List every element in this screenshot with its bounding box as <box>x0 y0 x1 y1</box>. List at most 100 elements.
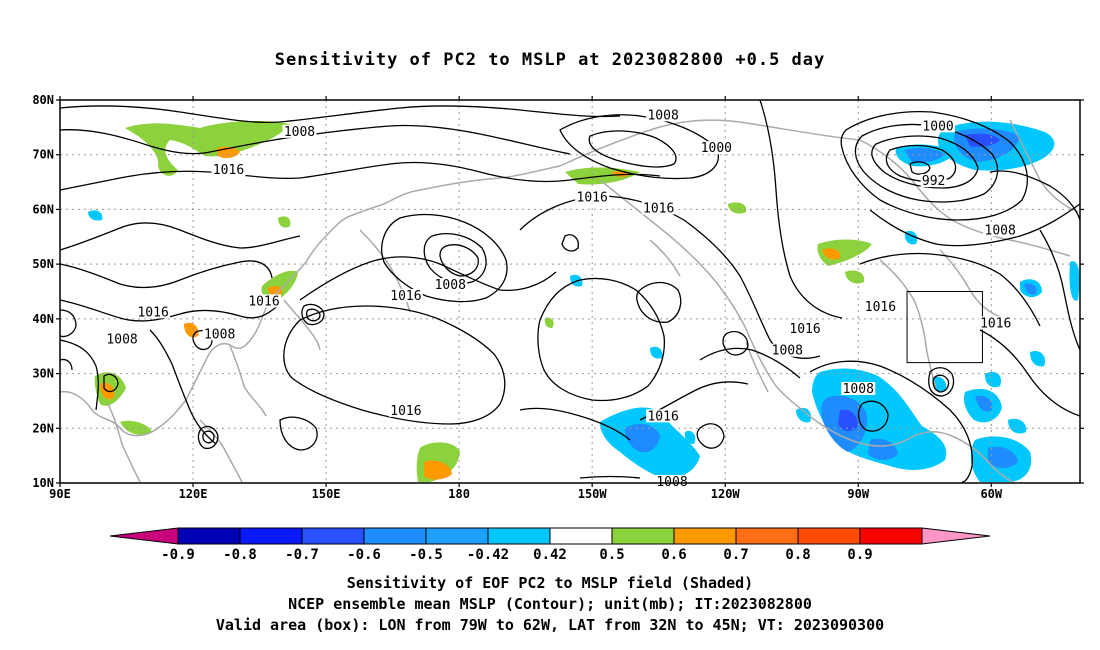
coastlines <box>59 119 1079 483</box>
isobar <box>699 347 801 379</box>
shade-positive <box>120 420 152 435</box>
contour-label-bg <box>282 124 317 138</box>
contour-label-bg <box>646 108 681 122</box>
contour-label: 1016 <box>647 409 678 424</box>
coastline <box>879 259 937 389</box>
isobar <box>301 303 325 326</box>
contour-label-bg <box>921 119 956 133</box>
coastline <box>939 249 1005 319</box>
contour-label-bg <box>770 343 805 357</box>
isobar <box>928 367 955 397</box>
lat-label: 20N <box>32 421 54 435</box>
caption-line-2: NCEP ensemble mean MSLP (Contour); unit(… <box>288 595 812 613</box>
lat-label: 50N <box>32 257 54 271</box>
isobar <box>1039 229 1081 351</box>
isobar <box>909 161 931 175</box>
contour-label: 1008 <box>985 223 1016 238</box>
isobar <box>869 203 1081 247</box>
contour-label: 1008 <box>647 108 678 123</box>
contour-label: 1008 <box>284 125 315 140</box>
colorbar-label: -0.9 <box>161 547 195 563</box>
isobar <box>59 161 661 191</box>
isobar <box>439 244 479 277</box>
shade-negative <box>838 409 858 432</box>
colorbar-min-extend <box>109 527 179 545</box>
lon-label: 90E <box>49 487 71 501</box>
lat-label: 70N <box>32 148 54 162</box>
contour-label-bg <box>788 321 823 335</box>
colorbar-swatch <box>797 527 861 545</box>
colorbar-label: 0.7 <box>723 547 748 563</box>
contour-label: 1008 <box>435 278 466 293</box>
contour-label: 1000 <box>701 141 732 156</box>
colorbar-labels: -0.9 -0.8 -0.7 -0.6 -0.5 -0.42 0.42 0.5 0.6 0.7 0.… <box>161 547 873 563</box>
coastline <box>649 239 681 277</box>
shade-positive <box>268 286 283 296</box>
isobar <box>871 135 979 189</box>
caption-line-3: Valid area (box): LON from 79W to 62W, L… <box>215 616 885 634</box>
shade-negative <box>984 371 1002 388</box>
lon-label: 120E <box>179 487 208 501</box>
shade-negative <box>1069 261 1080 301</box>
isobar <box>59 299 281 322</box>
shade-negative <box>1008 418 1027 434</box>
contour-label: 1000 <box>922 119 953 134</box>
map-border <box>59 99 1081 484</box>
isobar <box>561 234 579 252</box>
colorbar-label: 0.8 <box>785 547 810 563</box>
coastline <box>599 179 865 445</box>
contour-label: 1016 <box>213 163 244 178</box>
lon-label: 180 <box>448 487 470 501</box>
coastline <box>59 165 561 437</box>
contour-label: 1008 <box>772 344 803 359</box>
contour-label-bg <box>433 278 468 292</box>
shade-negative <box>868 438 898 460</box>
contour-label-bg <box>211 163 246 177</box>
contour-label-bg <box>202 327 237 341</box>
shade-negative <box>1024 283 1037 295</box>
coastline <box>863 431 1015 483</box>
isobar <box>636 281 682 323</box>
contour-label: 1008 <box>843 382 874 397</box>
contour-label: 1016 <box>980 316 1011 331</box>
colorbar-swatch <box>301 527 365 545</box>
contour-label-bg <box>699 141 734 155</box>
colorbar-label: 0.5 <box>599 547 624 563</box>
shade-positive <box>845 270 865 284</box>
contour-label: 1008 <box>204 327 235 342</box>
isobar <box>989 170 1081 221</box>
axis-ticks <box>56 96 1084 487</box>
shade-negative <box>904 147 945 163</box>
colorbar-label: -0.6 <box>347 547 381 563</box>
colorbar-swatch <box>859 527 923 545</box>
colorbar-max-extend <box>921 527 991 545</box>
shade-positive <box>822 248 841 260</box>
isobar <box>885 144 957 183</box>
coastline <box>559 119 861 167</box>
lon-label: 90W <box>847 487 869 501</box>
colorbar-label: 0.42 <box>533 547 567 563</box>
contour-label-bg <box>841 381 876 395</box>
contour-label-bg <box>575 190 610 204</box>
map-grid <box>60 100 1080 483</box>
shade-negative <box>88 210 103 221</box>
shade-positive <box>544 317 554 328</box>
isobar <box>306 308 321 322</box>
isobar <box>299 256 557 301</box>
isobar <box>202 430 215 444</box>
isobar <box>59 358 73 371</box>
latitude-labels: 80N 70N 60N 50N 40N 30N 20N 10N <box>32 93 54 490</box>
colorbar-swatch <box>363 527 427 545</box>
contour-label: 992 <box>922 174 945 189</box>
shade-negative <box>975 395 993 412</box>
colorbar-label: -0.42 <box>467 547 509 563</box>
colorbar-swatch <box>177 527 241 545</box>
isobar <box>579 475 641 479</box>
contour-label: 1008 <box>106 333 137 348</box>
shade-positive <box>728 202 747 214</box>
colorbar-swatch <box>611 527 675 545</box>
colorbar-label: -0.7 <box>285 547 319 563</box>
colorbar-swatch <box>239 527 303 545</box>
